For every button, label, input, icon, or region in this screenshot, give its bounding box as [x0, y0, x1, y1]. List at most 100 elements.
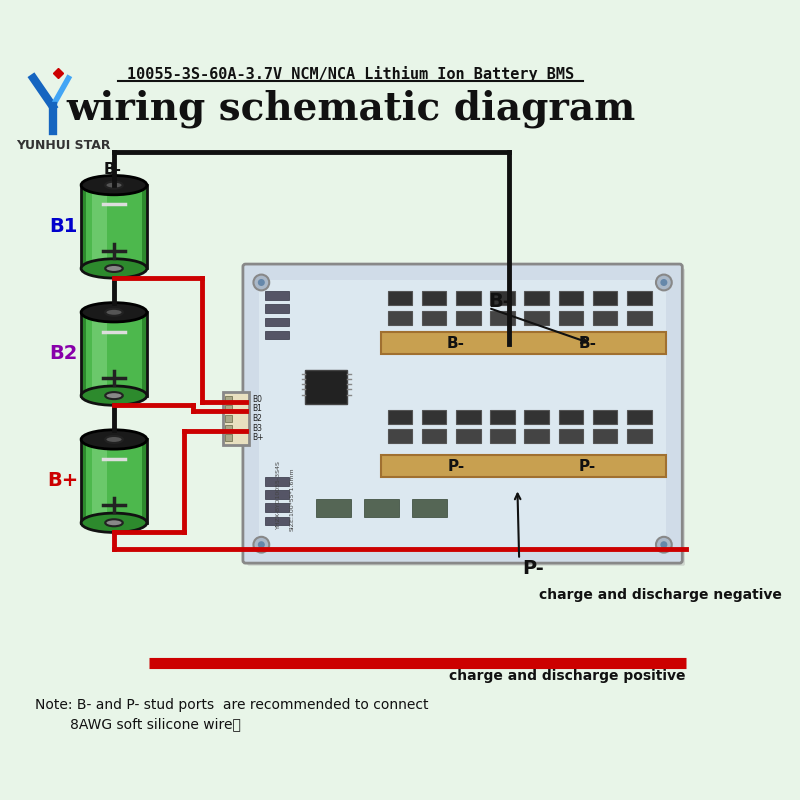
- Bar: [258, 280, 666, 547]
- Bar: [456, 291, 481, 306]
- Bar: [525, 291, 549, 306]
- Text: B1: B1: [253, 404, 262, 414]
- Bar: [265, 503, 290, 512]
- Bar: [627, 410, 651, 424]
- Bar: [525, 429, 549, 443]
- Bar: [225, 425, 231, 431]
- Bar: [81, 185, 147, 269]
- Bar: [265, 305, 290, 313]
- Text: B-: B-: [103, 162, 122, 177]
- Text: B2: B2: [253, 414, 262, 423]
- Bar: [388, 310, 412, 325]
- Bar: [558, 291, 583, 306]
- Bar: [225, 396, 231, 402]
- Text: P-: P-: [522, 559, 544, 578]
- Bar: [593, 291, 618, 306]
- Bar: [265, 330, 290, 339]
- Bar: [490, 410, 514, 424]
- Circle shape: [656, 537, 672, 553]
- Ellipse shape: [81, 302, 147, 322]
- Text: B-: B-: [447, 336, 465, 351]
- Bar: [627, 429, 651, 443]
- Text: B0: B0: [253, 394, 262, 404]
- Bar: [558, 410, 583, 424]
- Bar: [422, 291, 446, 306]
- Bar: [388, 410, 412, 424]
- Bar: [86, 446, 142, 516]
- Bar: [627, 291, 651, 306]
- Text: charge and discharge positive: charge and discharge positive: [450, 670, 686, 683]
- Ellipse shape: [81, 513, 147, 533]
- Bar: [382, 455, 666, 477]
- Circle shape: [254, 537, 270, 553]
- Circle shape: [258, 541, 265, 548]
- Text: Note: B- and P- stud ports  are recommended to connect: Note: B- and P- stud ports are recommend…: [35, 698, 429, 712]
- Bar: [92, 446, 107, 516]
- Text: wiring schematic diagram: wiring schematic diagram: [66, 90, 635, 128]
- Bar: [265, 318, 290, 326]
- Ellipse shape: [81, 386, 147, 406]
- Bar: [593, 429, 618, 443]
- Bar: [490, 310, 514, 325]
- Bar: [388, 429, 412, 443]
- Bar: [222, 392, 249, 445]
- Ellipse shape: [106, 265, 122, 272]
- Bar: [525, 410, 549, 424]
- Text: charge and discharge negative: charge and discharge negative: [539, 588, 782, 602]
- Bar: [265, 517, 290, 526]
- Text: P-: P-: [579, 459, 596, 474]
- Text: B+: B+: [47, 471, 78, 490]
- Ellipse shape: [81, 430, 147, 449]
- Ellipse shape: [106, 519, 122, 526]
- Circle shape: [258, 279, 265, 286]
- Circle shape: [254, 274, 270, 290]
- Ellipse shape: [106, 436, 122, 443]
- Text: B1: B1: [49, 217, 78, 236]
- Text: YUNHUI STAR: YUNHUI STAR: [16, 139, 110, 152]
- Bar: [305, 370, 347, 403]
- Text: B3: B3: [253, 423, 262, 433]
- Text: B2: B2: [49, 344, 78, 363]
- Circle shape: [660, 279, 667, 286]
- Bar: [86, 319, 142, 389]
- FancyBboxPatch shape: [247, 269, 685, 566]
- Bar: [265, 490, 290, 499]
- Bar: [490, 429, 514, 443]
- Bar: [225, 406, 231, 412]
- Bar: [81, 439, 147, 522]
- Text: 10055-3S-60A-3.7V NCM/NCA Lithium Ion Battery BMS: 10055-3S-60A-3.7V NCM/NCA Lithium Ion Ba…: [127, 66, 574, 82]
- Text: B+: B+: [253, 434, 264, 442]
- FancyBboxPatch shape: [243, 264, 682, 563]
- Ellipse shape: [106, 182, 122, 189]
- Bar: [225, 434, 231, 442]
- Bar: [265, 477, 290, 486]
- Bar: [627, 310, 651, 325]
- Text: SIZE:100*55*1.6mm: SIZE:100*55*1.6mm: [290, 467, 294, 531]
- Circle shape: [660, 541, 667, 548]
- Ellipse shape: [106, 392, 122, 399]
- Bar: [558, 310, 583, 325]
- Ellipse shape: [106, 309, 122, 316]
- Text: YHZX-BYD10055-3S4S: YHZX-BYD10055-3S4S: [276, 460, 282, 529]
- Bar: [382, 333, 666, 354]
- Bar: [412, 499, 447, 517]
- Ellipse shape: [81, 259, 147, 278]
- Bar: [558, 429, 583, 443]
- Bar: [456, 410, 481, 424]
- Bar: [364, 499, 399, 517]
- Bar: [422, 429, 446, 443]
- Bar: [225, 415, 231, 422]
- Bar: [593, 410, 618, 424]
- Bar: [81, 312, 147, 396]
- Bar: [593, 310, 618, 325]
- Ellipse shape: [81, 175, 147, 194]
- Text: B-: B-: [489, 292, 511, 311]
- Bar: [490, 291, 514, 306]
- Bar: [92, 192, 107, 262]
- Bar: [316, 499, 350, 517]
- Bar: [265, 291, 290, 300]
- Text: B-: B-: [578, 336, 597, 351]
- Circle shape: [656, 274, 672, 290]
- Bar: [422, 310, 446, 325]
- Bar: [525, 310, 549, 325]
